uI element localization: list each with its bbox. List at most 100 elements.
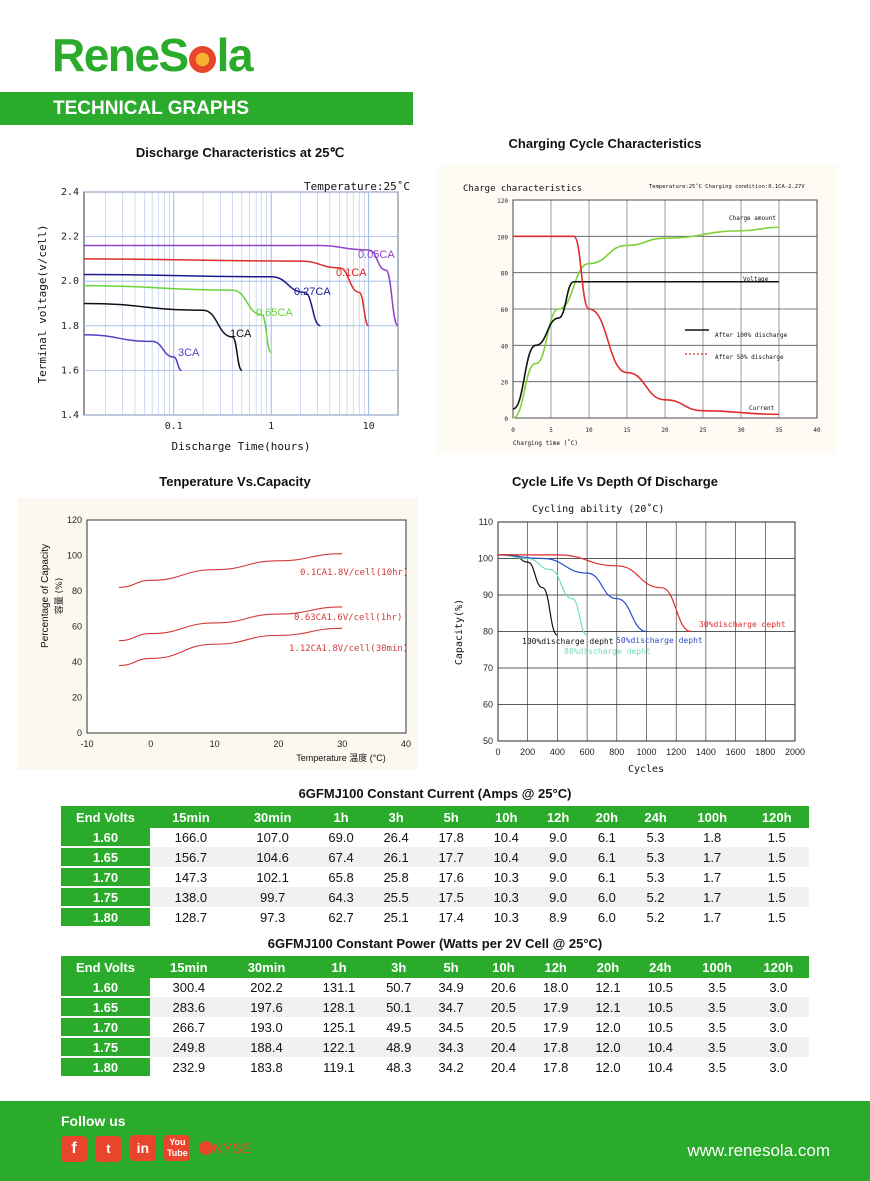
series-label: Current — [749, 405, 775, 412]
table-cell: 128.7 — [174, 909, 208, 925]
y-tick-label: 0 — [77, 728, 82, 738]
x-tick-label: 1 — [268, 421, 274, 432]
column-header: 120h — [747, 956, 809, 978]
table-cell: 1.7 — [703, 869, 722, 885]
series-line-0.05CA — [84, 244, 399, 327]
series-line-30%discharge depht — [498, 554, 692, 633]
column-header: 15min — [150, 806, 232, 828]
column-header: 15min — [150, 956, 228, 978]
table-cell: 34.2 — [438, 1059, 464, 1075]
constant-current-table-title: 6GFMJ100 Constant Current (Amps @ 25°C) — [298, 786, 572, 801]
nyse-icon — [198, 1141, 213, 1155]
x-axis-label: Cycles — [628, 764, 664, 775]
table-cell: 202.2 — [250, 980, 283, 995]
table-cell: 10.4 — [634, 1037, 687, 1057]
table-cell: 232.9 — [172, 1059, 206, 1075]
table-row: 1.70 266.7 193.0 125.1 49.5 34.5 20.5 17.9 12.0 1… — [61, 1017, 809, 1038]
y-tick-label: 1.4 — [61, 410, 79, 421]
series-line-Charge amount — [512, 226, 780, 419]
table-cell: 67.4 — [313, 847, 369, 867]
table-cell: 5.3 — [631, 847, 680, 867]
table-cell: 6.1 — [597, 869, 616, 885]
column-header: 120h — [744, 806, 809, 828]
table-cell: 20.4 — [477, 1037, 530, 1057]
plot-area — [83, 191, 399, 416]
y-tick-label: 50 — [483, 736, 493, 746]
series-line-0.1CA1.8V/cell(10hr) — [118, 553, 343, 588]
table-cell: 12.0 — [595, 1059, 621, 1075]
column-header: 3h — [368, 806, 424, 828]
column-header: End Volts — [61, 806, 150, 828]
table-cell: 34.9 — [438, 980, 464, 995]
legend-label: After 100% discharge — [715, 332, 788, 339]
table-cell: 1.7 — [679, 887, 745, 907]
x-tick-label: -10 — [80, 739, 93, 749]
y-tick-label: 90 — [483, 590, 493, 600]
x-axis-label: Discharge Time(hours) — [171, 440, 310, 453]
table-cell: 3.5 — [686, 997, 748, 1017]
table-cell: 3.0 — [769, 1019, 788, 1035]
y-tick-label: 120 — [497, 198, 508, 205]
x-axis-label: Temperature 温度 (°C) — [296, 752, 386, 763]
twitter-icon[interactable]: t — [95, 1136, 122, 1162]
nyse-link[interactable]: NYSE — [198, 1135, 251, 1161]
table-cell: 6.0 — [597, 909, 616, 925]
table-row: 1.60 166.0 107.0 69.0 26.4 17.8 10.4 9.0 6.1 5.3 1… — [61, 828, 809, 848]
table-cell: 131.1 — [322, 980, 356, 995]
table-cell: 34.5 — [438, 1019, 464, 1035]
youtube-icon[interactable]: You Tube — [164, 1135, 191, 1161]
table-cell: 1.5 — [767, 909, 786, 925]
column-header: 3h — [372, 956, 425, 978]
x-tick-label: 800 — [609, 747, 624, 757]
table-cell: 10.4 — [647, 1059, 673, 1075]
facebook-icon[interactable]: f — [61, 1136, 87, 1162]
table-cell: 17.7 — [423, 847, 479, 867]
series-line-50%discharge depht — [497, 554, 647, 633]
table-cell: 12.0 — [595, 1019, 621, 1035]
x-tick-label: 0 — [511, 427, 515, 434]
linkedin-icon[interactable]: in — [129, 1135, 156, 1161]
x-tick-label: 5 — [549, 427, 553, 434]
column-header: End Volts — [61, 956, 150, 978]
row-header-end-volts: 1.60 — [61, 828, 150, 848]
table-row: 1.65 156.7 104.6 67.4 26.1 17.7 10.4 9.0 6.1 5.3 1… — [61, 847, 809, 868]
y-tick-label: 80 — [483, 627, 493, 637]
series-line-Current — [513, 235, 780, 416]
table-cell: 25.8 — [383, 869, 409, 885]
table-cell: 3.5 — [708, 1059, 727, 1075]
column-header: 30min — [231, 806, 314, 828]
x-tick-label: 10 — [210, 739, 220, 749]
x-tick-label: 1200 — [666, 747, 686, 757]
table-header-row: End Volts 15min 30min 1h 3h 5h 10h 12h 20h 24h 100… — [61, 806, 809, 828]
x-tick-label: 1400 — [696, 747, 716, 757]
table-cell: 20.5 — [490, 1019, 517, 1035]
x-tick-label: 1600 — [726, 747, 746, 757]
constant-power-table-title: 6GFMJ100 Constant Power (Watts per 2V Ce… — [267, 936, 603, 951]
y-axis-label: Terminal voltage(v/cell) — [36, 225, 49, 384]
table-cell: 17.9 — [529, 997, 582, 1017]
row-header-end-volts: 1.75 — [61, 1037, 150, 1058]
website-link[interactable]: www.renesola.com — [687, 1141, 830, 1160]
table-cell: 26.4 — [383, 830, 409, 845]
y-tick-label: 60 — [483, 700, 493, 710]
table-cell: 17.6 — [438, 869, 464, 885]
cycle-subtitle: Cycling ability (20˚C) — [532, 503, 664, 515]
table-cell: 50.1 — [372, 997, 425, 1017]
column-header: 12h — [529, 956, 582, 978]
table-cell: 193.0 — [250, 1019, 283, 1035]
table-cell: 12.1 — [595, 980, 621, 995]
renesola-logo: ReneS la — [52, 28, 254, 82]
x-tick-label: 400 — [550, 747, 565, 757]
y-tick-label: 110 — [479, 517, 493, 527]
table-cell: 102.1 — [256, 869, 289, 885]
row-header-end-volts: 1.70 — [61, 867, 150, 888]
column-header: 12h — [533, 806, 583, 828]
table-cell: 1.5 — [744, 847, 809, 867]
table-cell: 25.1 — [383, 909, 409, 925]
row-header-end-volts: 1.65 — [61, 997, 150, 1018]
x-tick-label: 10 — [585, 427, 593, 434]
x-tick-label: 0 — [148, 739, 153, 749]
table-row: 1.70 147.3 102.1 65.8 25.8 17.6 10.3 9.0 6.1 5.3 1… — [61, 867, 809, 888]
table-cell: 266.7 — [172, 1019, 206, 1035]
